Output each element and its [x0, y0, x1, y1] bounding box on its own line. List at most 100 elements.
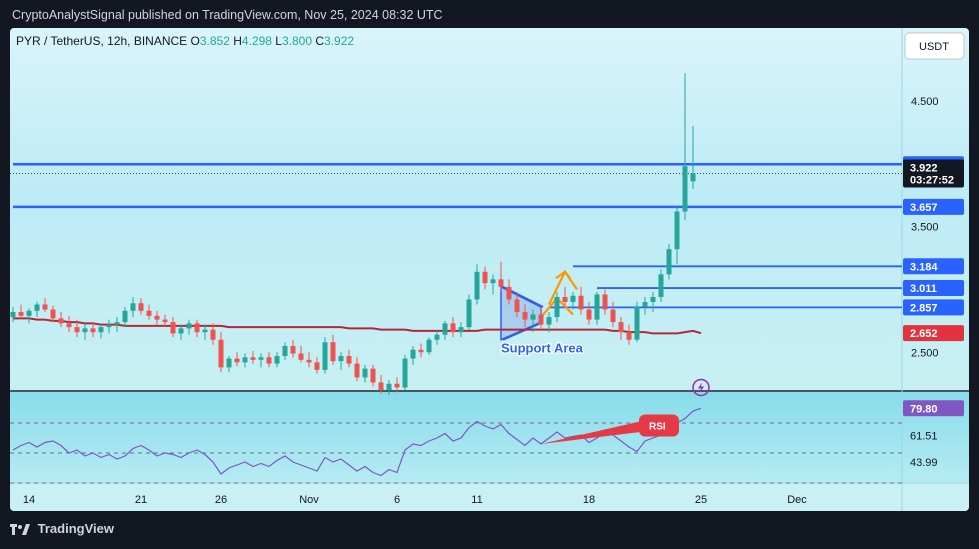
candle-body [450, 323, 456, 333]
candle-body [594, 294, 600, 320]
time-tick-label: Nov [299, 494, 319, 506]
candle-body [498, 279, 504, 287]
time-tick-label: 25 [695, 494, 707, 506]
bolt-glyph [698, 382, 704, 393]
level-price-label: 3.657 [910, 202, 938, 214]
level-price-label: 3.011 [910, 283, 937, 295]
time-tick-label: 14 [23, 494, 35, 506]
candle-body [578, 295, 584, 310]
candle-body [162, 319, 168, 323]
candle-body [66, 323, 72, 328]
candle-body [458, 327, 464, 333]
candle-body [42, 304, 48, 310]
candle-body [650, 296, 656, 302]
candle-body [370, 368, 376, 383]
candle-body [242, 357, 248, 363]
candle-body [210, 329, 216, 340]
candle-body [522, 312, 528, 320]
moving-average-line [13, 317, 702, 335]
candle-body [530, 314, 536, 320]
ma-price-label: 2.652 [910, 328, 938, 340]
currency-button[interactable] [904, 32, 965, 60]
candle-body [626, 332, 632, 340]
price-tick-label: 4.500 [911, 96, 939, 108]
rsi-axis-label: 43.99 [910, 457, 938, 469]
legend-part: 3.800 [282, 34, 312, 48]
legend-part: O [191, 34, 200, 48]
wedge-lower-line [502, 321, 544, 341]
publisher-text: CryptoAnalystSignal published on Trading… [12, 8, 443, 22]
candle-body [290, 346, 296, 354]
candle-body [306, 359, 312, 363]
legend-part: H [233, 34, 242, 48]
candle-body [338, 356, 344, 362]
candle-body [186, 323, 192, 329]
candle-body [154, 315, 160, 320]
time-tick-label: 6 [394, 494, 400, 506]
legend-part: 3.852 [200, 34, 230, 48]
candle-body [442, 323, 448, 335]
rsi-axis-label: 61.51 [910, 431, 938, 443]
candle-body [330, 342, 336, 362]
candle-body [82, 328, 88, 333]
candle-body [514, 299, 520, 313]
time-tick-label: 26 [215, 494, 227, 506]
candle-body [234, 358, 240, 363]
candle-body [178, 328, 184, 334]
candle-body [258, 357, 264, 360]
tradingview-logo-icon [10, 523, 30, 535]
candle-body [314, 362, 320, 370]
candle-body [690, 173, 696, 182]
candle-body [570, 295, 576, 302]
currency-button-label[interactable]: USDT [919, 41, 949, 53]
candle-body [226, 358, 232, 368]
candle-body [266, 357, 272, 364]
candle-body [114, 322, 120, 325]
candle-body [434, 334, 440, 340]
level-price-label-box [903, 280, 964, 297]
level-price-label: 2.857 [910, 302, 938, 314]
candle-body [634, 307, 640, 340]
rsi-pane-background [10, 392, 969, 483]
candle-body [538, 314, 544, 325]
symbol-legend: PYR / TetherUS, 12h, BINANCE O3.852 H4.2… [16, 34, 354, 48]
legend-part: C [315, 34, 324, 48]
ma-price-label-box [903, 325, 964, 342]
current-price-label: 3.922 [910, 163, 938, 175]
candle-body [410, 349, 416, 359]
candle-body [354, 363, 360, 378]
support-area-label: Support Area [501, 340, 584, 355]
rsi-badge [639, 414, 679, 437]
candle-body [482, 271, 488, 284]
candle-body [194, 323, 200, 333]
candle-body [418, 349, 424, 353]
tradingview-footer[interactable]: TradingView [10, 520, 114, 536]
candle-body [34, 304, 40, 311]
candle-body [474, 271, 480, 300]
candle-body [546, 317, 552, 325]
level-price-label-box [903, 299, 964, 316]
candle-body [274, 356, 280, 364]
chart-area[interactable]: Support Area RSI PYR / TetherUS, 12h, BINA… [10, 28, 969, 511]
candle-body [10, 312, 16, 318]
level-price-label-box [903, 258, 964, 275]
candle-body [298, 353, 304, 360]
candle-body [58, 318, 64, 324]
candle-body [426, 339, 432, 353]
candle-body [346, 356, 352, 364]
candle-body [586, 309, 592, 320]
candle-body [602, 294, 608, 310]
legend-part: PYR / TetherUS, 12h, BINANCE [16, 34, 187, 48]
candle-body [490, 279, 496, 284]
time-tick-label: Dec [787, 494, 807, 506]
candle-body [250, 357, 256, 360]
price-chart[interactable]: Support Area RSI PYR / TetherUS, 12h, BINA… [10, 28, 969, 511]
candle-body [386, 383, 392, 390]
candle-body [170, 322, 176, 334]
candle-body [218, 339, 224, 368]
candle-body [378, 382, 384, 390]
candle-body [138, 303, 144, 311]
candle-body [90, 328, 96, 333]
candle-body [642, 302, 648, 308]
legend-part: 4.298 [242, 34, 272, 48]
